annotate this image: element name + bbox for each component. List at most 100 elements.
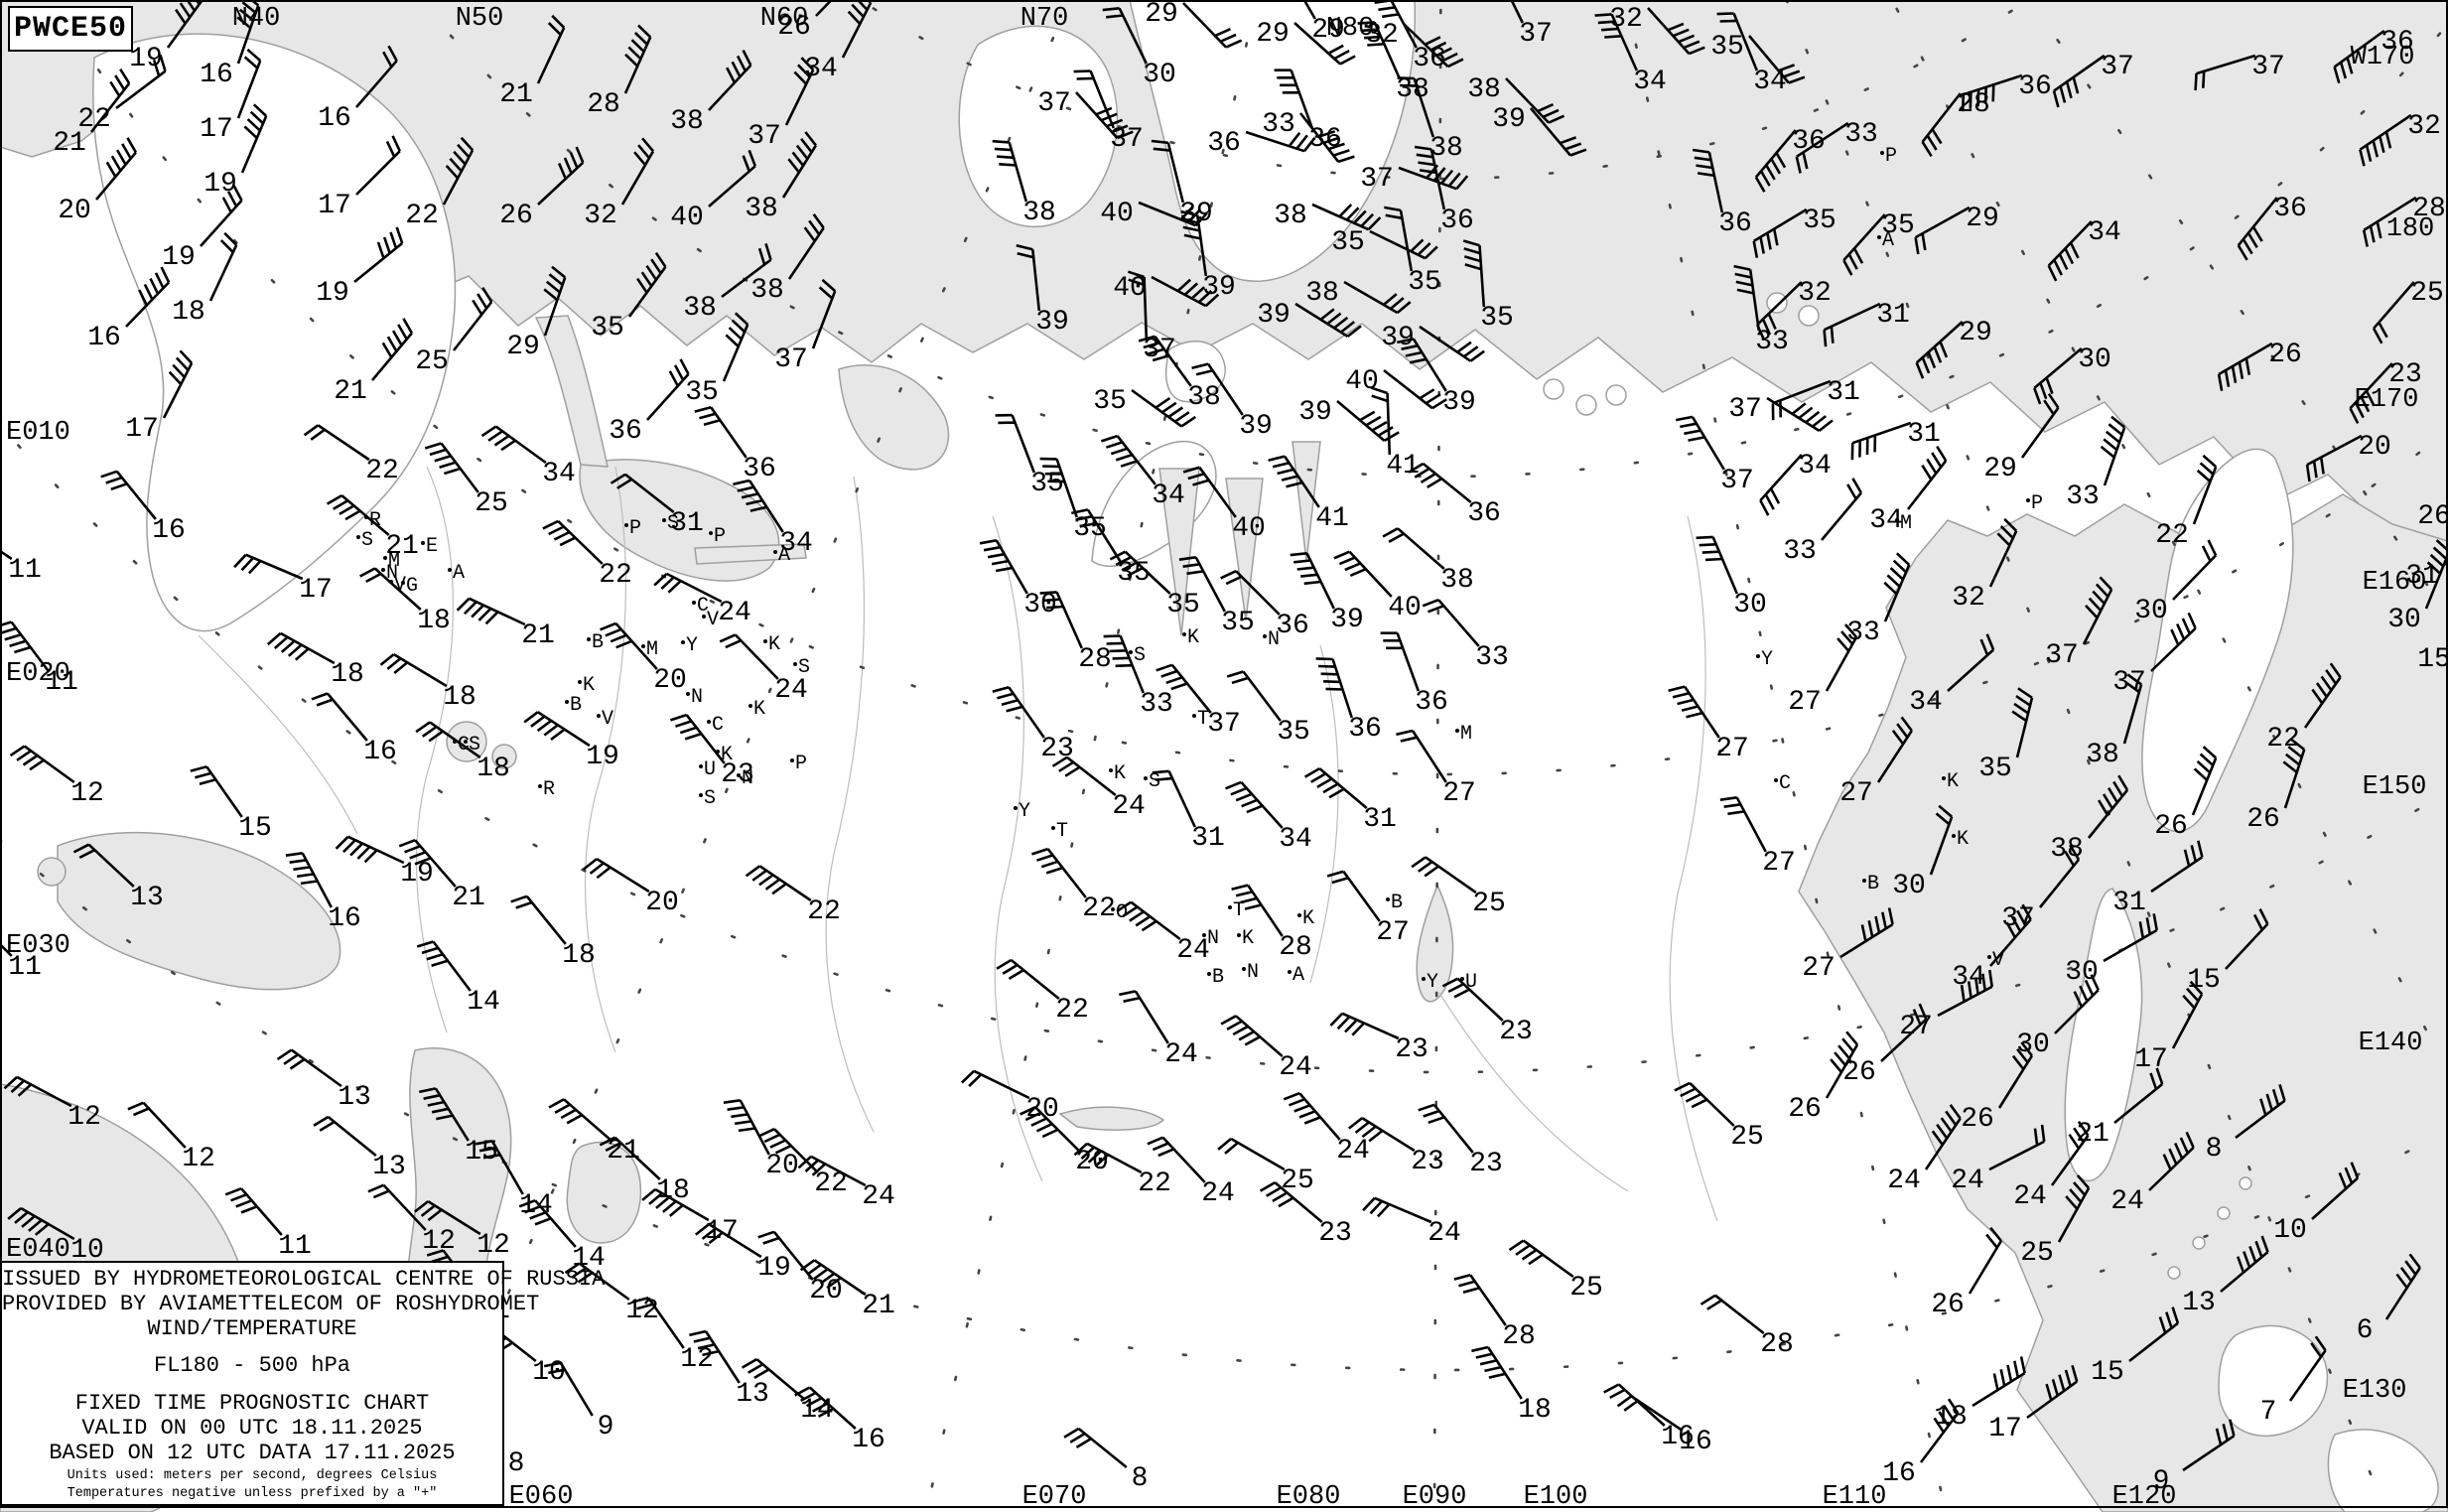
wind-barb-icon [1696,535,1738,595]
wind-station: 28 [2362,194,2446,247]
station-temperature: 19 [162,242,196,273]
wind-barb-icon [233,553,304,581]
wind-station: 23 [1347,1116,1444,1177]
city-dot-icon [1263,634,1267,638]
wind-station: 19 [316,226,404,309]
wind-barb-icon [995,413,1036,474]
wind-barb-icon [1397,338,1447,392]
wind-barb-icon [1131,388,1197,428]
wind-barb-icon [1268,455,1320,508]
station-temperature: 28 [587,89,620,120]
city-letter: K [1952,828,1969,851]
wind-station: 31 [2112,840,2204,918]
wind-barb-icon [722,312,749,382]
station-temperature: 25 [1569,1273,1603,1304]
wind-barb-icon [1937,969,1993,1018]
wind-station: 28 [1453,1273,1536,1352]
wind-barb-icon [125,266,171,328]
city-letter: P [2026,492,2043,515]
station-temperature: 31 [2112,888,2146,918]
wind-barb-icon [510,894,567,945]
city-letter: S [662,512,679,535]
wind-barb-icon [758,1128,819,1173]
wind-station: 38 [2050,774,2129,865]
station-temperature: 26 [1931,1290,1965,1320]
station-temperature: 18 [1518,1395,1552,1426]
station-temperature: 38 [683,293,717,324]
wind-barb-icon [7,1206,75,1241]
wind-barb-icon [1102,7,1148,65]
wind-station: 12 [367,1183,456,1257]
city-letter: C [453,734,470,756]
wind-barb-icon [1692,148,1724,213]
wind-barb-icon [2311,1162,2360,1220]
wind-station: 26 [777,0,834,43]
station-temperature: 10 [2273,1215,2307,1246]
wind-barb-icon [537,146,585,206]
station-temperature: 34 [1152,481,1185,511]
station-temperature: 30 [1733,590,1767,620]
wind-barb-icon [1333,550,1393,598]
wind-station: 37 [2052,52,2134,108]
wind-barb-icon [1924,1104,1962,1170]
wind-station: 18 [172,231,238,328]
wind-barb-icon [1759,454,1803,516]
wind-station: 26 [2417,501,2448,532]
station-temperature: 24 [718,598,751,628]
wind-station: 33 [1262,109,1355,164]
wind-barb-icon [1668,685,1720,739]
wind-barb-icon [353,226,404,284]
station-temperature: 34 [1633,67,1667,97]
wind-station: 36 [1315,657,1382,745]
wind-barb-icon [1182,2,1243,49]
wind-station: 23 [1441,977,1533,1047]
temps-note: Temperatures negative unless prefixed by… [67,1486,438,1501]
wind-station: 20 [600,621,687,696]
city-dot-icon [381,568,385,572]
wind-station: 22 [2266,662,2342,755]
wind-station: 32 [584,137,655,231]
wind-barb-icon [1771,379,1832,421]
wind-barb-icon [9,745,75,784]
wind-station: 13 [313,1115,406,1182]
wind-station: 16 [285,852,361,934]
wind-station: 25 [424,442,508,519]
city-letter: O [1111,901,1128,924]
station-temperature: 26 [1788,1094,1822,1125]
wind-barb-icon [1294,302,1362,339]
station-temperature: 28 [1502,1321,1536,1352]
station-temperature: 30 [2078,344,2111,375]
wind-barb-icon [1441,977,1504,1022]
city-letter-label: K [721,744,733,766]
city-letter-label: V [1992,949,2004,972]
wind-barb-icon [1315,657,1354,719]
station-temperature: 24 [1112,791,1146,822]
longitude-label: E090 [1403,1482,1467,1512]
station-temperature: 40 [1345,366,1379,397]
station-temperature: 36 [743,454,776,484]
wind-station: 21 [548,1098,640,1167]
station-temperature: 37 [1720,466,1754,496]
station-temperature: 27 [1802,953,1836,984]
station-temperature: 37 [2112,667,2146,698]
wind-station: 29 [1983,392,2060,484]
wind-station: 36 [1754,126,1826,193]
wind-station: 38 [992,139,1056,228]
wind-station: 34 [804,0,873,84]
wind-barb-icon [653,572,723,604]
wind-barb-icon [1051,756,1117,797]
wind-barb-icon [787,213,825,280]
station-temperature: 29 [1256,19,1290,50]
wind-barb-icon [2237,197,2278,261]
wind-station: 18 [266,631,364,690]
wind-barb-icon [1311,203,1382,231]
wind-barb-icon [1336,400,1400,443]
city-dot-icon [597,714,601,718]
wind-station: 40 [1100,199,1208,229]
city-letter-label: T [1056,820,1068,843]
wind-station: 39 [1257,300,1362,339]
city-letter: Y [1422,971,1438,994]
city-dot-icon [681,640,685,644]
station-temperature: 38 [670,106,704,137]
wind-barb-icon [456,597,526,626]
